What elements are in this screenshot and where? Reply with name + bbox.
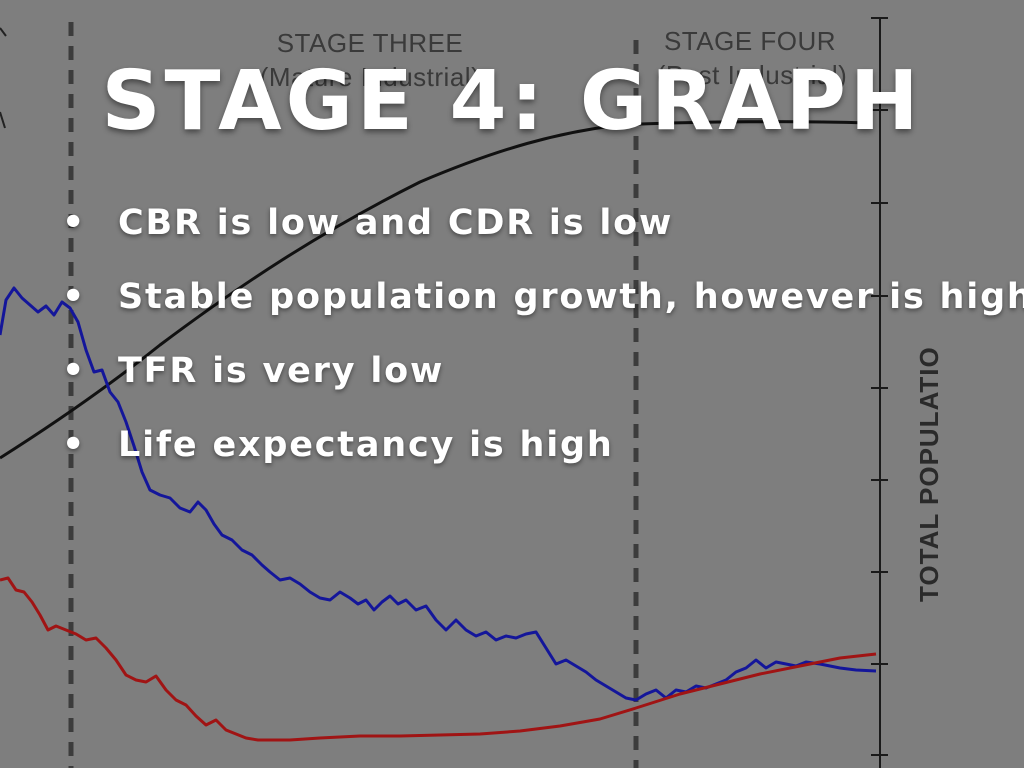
left-edge-marks: [0, 27, 7, 129]
right-axis-ticks: [871, 17, 888, 756]
stage-three-title: STAGE THREE: [277, 28, 464, 58]
bullet-dot: •: [62, 425, 87, 465]
bullet-text: TFR is very low: [118, 351, 445, 391]
bullet-text: Life expectancy is high: [118, 425, 614, 465]
bullet-dot: •: [62, 351, 87, 391]
total-population-line: [0, 120, 871, 460]
stage-three-subtitle: (Mature Industrial): [260, 62, 480, 92]
bullet-item: • Stable population growth, however is h…: [62, 270, 1024, 344]
bullet-dot: •: [62, 203, 87, 243]
bullet-list: • CBR is low and CDR is low • Stable pop…: [62, 196, 1024, 492]
death-rate-line: [0, 576, 877, 742]
bullet-item: • TFR is very low: [62, 344, 1024, 418]
bullet-text: CBR is low and CDR is low: [118, 203, 674, 243]
birth-rate-line: [0, 286, 877, 702]
bullet-dot: •: [62, 277, 87, 317]
bullet-item: • Life expectancy is high: [62, 418, 1024, 492]
bullet-text: Stable population growth, however is hig…: [118, 277, 1024, 317]
stage-four-subtitle: (Post Industrial): [657, 60, 848, 90]
total-population-axis-label: TOTAL POPULATIO: [914, 346, 944, 602]
slide-title: STAGE 4: GRAPH: [101, 54, 923, 149]
stage-four-title: STAGE FOUR: [664, 26, 836, 56]
bullet-item: • CBR is low and CDR is low: [62, 196, 1024, 270]
